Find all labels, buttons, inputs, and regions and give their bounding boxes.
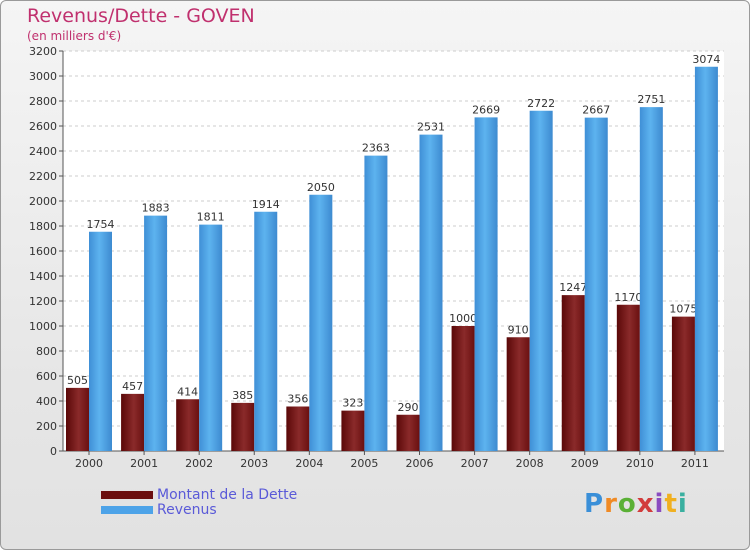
debt-value-label: 1075 xyxy=(669,303,697,316)
y-tick-label: 2800 xyxy=(29,95,57,108)
debt-bar xyxy=(121,393,145,451)
revenue-value-label: 1811 xyxy=(197,211,225,224)
debt-bar xyxy=(561,295,585,451)
y-tick-label: 2600 xyxy=(29,120,57,133)
y-tick-label: 3000 xyxy=(29,70,57,83)
logo-letter: o xyxy=(617,489,637,519)
debt-bar xyxy=(341,410,365,451)
debt-bar xyxy=(616,304,640,451)
debt-value-label: 290 xyxy=(398,401,419,414)
y-tick-label: 1600 xyxy=(29,245,57,258)
x-tick-label: 2008 xyxy=(516,457,544,470)
debt-value-label: 385 xyxy=(232,389,253,402)
revenue-bar xyxy=(254,211,278,451)
x-tick-label: 2004 xyxy=(295,457,323,470)
revenue-value-label: 2722 xyxy=(527,97,555,110)
debt-bar xyxy=(506,337,530,451)
debt-value-label: 1000 xyxy=(449,312,477,325)
revenue-bar xyxy=(419,134,443,451)
revenue-value-label: 2363 xyxy=(362,142,390,155)
revenue-value-label: 2669 xyxy=(472,103,500,116)
debt-bar xyxy=(231,402,255,451)
debt-bar xyxy=(671,316,695,451)
debt-value-label: 1170 xyxy=(614,291,642,304)
x-tick-label: 2005 xyxy=(350,457,378,470)
revenue-value-label: 3074 xyxy=(692,53,720,66)
revenue-value-label: 2050 xyxy=(307,181,335,194)
logo-letter: t xyxy=(664,489,678,519)
revenue-bar xyxy=(309,194,333,451)
x-tick-label: 2003 xyxy=(240,457,268,470)
y-tick-label: 400 xyxy=(36,395,57,408)
x-tick-label: 2000 xyxy=(75,457,103,470)
debt-value-label: 356 xyxy=(287,393,308,406)
revenue-value-label: 2667 xyxy=(582,104,610,117)
revenue-value-label: 1883 xyxy=(142,202,170,215)
revenue-value-label: 2531 xyxy=(417,121,445,134)
debt-bar xyxy=(286,406,310,451)
legend-label-revenue: Revenus xyxy=(157,502,217,518)
chart-title: Revenus/Dette - GOVEN xyxy=(27,5,255,27)
debt-value-label: 323 xyxy=(342,397,363,410)
y-tick-label: 200 xyxy=(36,420,57,433)
chart-subtitle: (en milliers d'€) xyxy=(27,29,122,43)
revenue-bar xyxy=(144,215,168,451)
logo-letter: x xyxy=(636,489,655,519)
debt-bar xyxy=(176,399,200,451)
x-tick-label: 2010 xyxy=(626,457,654,470)
y-tick-label: 2200 xyxy=(29,170,57,183)
y-tick-label: 2400 xyxy=(29,145,57,158)
y-tick-label: 2000 xyxy=(29,195,57,208)
revenue-value-label: 1754 xyxy=(87,218,115,231)
y-tick-label: 3200 xyxy=(29,45,57,58)
y-tick-label: 600 xyxy=(36,370,57,383)
debt-value-label: 414 xyxy=(177,385,198,398)
revenue-value-label: 1914 xyxy=(252,198,280,211)
legend-swatch-revenue xyxy=(101,506,153,514)
logo-letter: r xyxy=(604,489,618,519)
y-tick-label: 1200 xyxy=(29,295,57,308)
y-tick-label: 1000 xyxy=(29,320,57,333)
logo-letter: P xyxy=(584,489,605,519)
y-tick-label: 0 xyxy=(50,445,57,458)
logo-letter: i xyxy=(654,489,665,519)
revenue-bar xyxy=(694,66,718,451)
x-tick-label: 2001 xyxy=(130,457,158,470)
legend-swatch-debt xyxy=(101,491,153,499)
debt-value-label: 1247 xyxy=(559,281,587,294)
y-tick-label: 1400 xyxy=(29,270,57,283)
x-tick-label: 2006 xyxy=(406,457,434,470)
y-tick-label: 800 xyxy=(36,345,57,358)
revenue-value-label: 2751 xyxy=(637,93,665,106)
x-tick-label: 2002 xyxy=(185,457,213,470)
logo-letter: i xyxy=(677,489,688,519)
revenue-bar xyxy=(639,107,663,451)
debt-value-label: 910 xyxy=(508,323,529,336)
debt-value-label: 505 xyxy=(67,374,88,387)
debt-value-label: 457 xyxy=(122,380,143,393)
legend-label-debt: Montant de la Dette xyxy=(157,487,298,503)
revenue-bar xyxy=(89,231,112,451)
x-tick-label: 2011 xyxy=(681,457,709,470)
x-tick-label: 2007 xyxy=(461,457,489,470)
x-tick-label: 2009 xyxy=(571,457,599,470)
debt-bar xyxy=(451,326,475,451)
debt-bar xyxy=(396,414,420,451)
debt-bar xyxy=(66,387,89,451)
revenue-bar xyxy=(584,117,608,451)
revenue-bar xyxy=(199,224,223,451)
revenue-bar xyxy=(474,117,498,451)
proxiti-logo: Proxiti xyxy=(584,489,688,519)
y-tick-label: 1800 xyxy=(29,220,57,233)
revenue-bar xyxy=(529,110,553,451)
revenue-bar xyxy=(364,155,388,451)
